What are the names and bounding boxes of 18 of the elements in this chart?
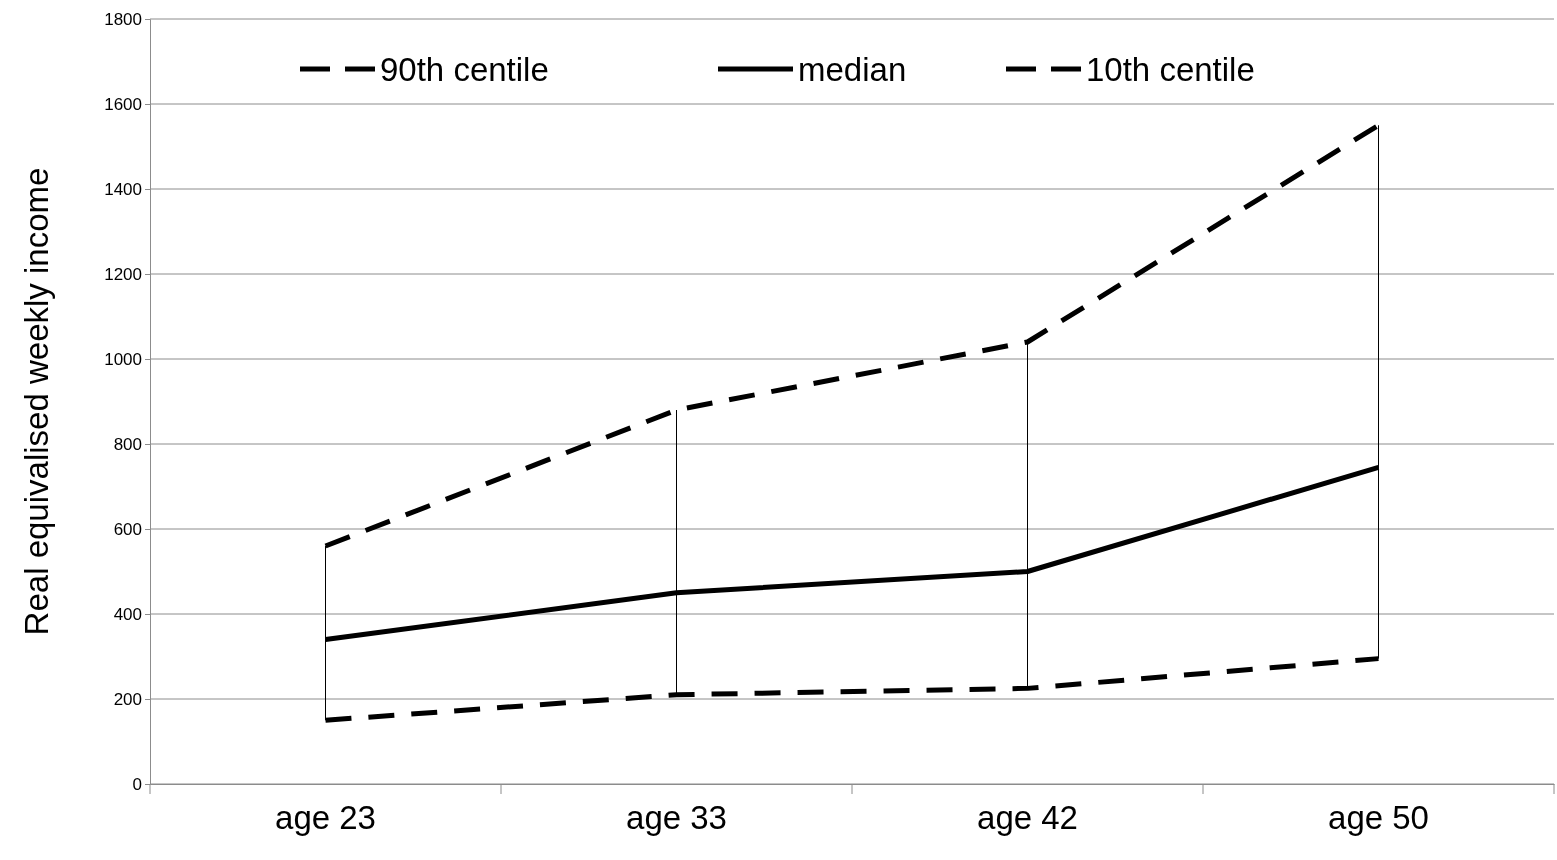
y-tick-label: 400 <box>113 604 142 624</box>
legend-label: median <box>798 51 907 88</box>
y-tick-label: 0 <box>132 774 142 794</box>
legend-label: 90th centile <box>380 51 549 88</box>
y-tick-label: 800 <box>113 434 142 454</box>
y-tick-label: 1000 <box>104 349 142 369</box>
x-tick-label: age 42 <box>977 799 1078 837</box>
x-tick-label: age 50 <box>1328 799 1429 837</box>
y-axis-title: Real equivalised weekly income <box>18 167 55 636</box>
x-tick-label: age 33 <box>626 799 727 837</box>
y-tick-label: 1800 <box>104 9 142 29</box>
y-tick-label: 1400 <box>104 179 142 199</box>
legend-label: 10th centile <box>1086 51 1255 88</box>
y-tick-label: 200 <box>113 689 142 709</box>
y-tick-label: 1200 <box>104 264 142 284</box>
y-tick-label: 600 <box>113 519 142 539</box>
y-tick-label: 1600 <box>104 94 142 114</box>
x-tick-label: age 23 <box>275 799 376 837</box>
